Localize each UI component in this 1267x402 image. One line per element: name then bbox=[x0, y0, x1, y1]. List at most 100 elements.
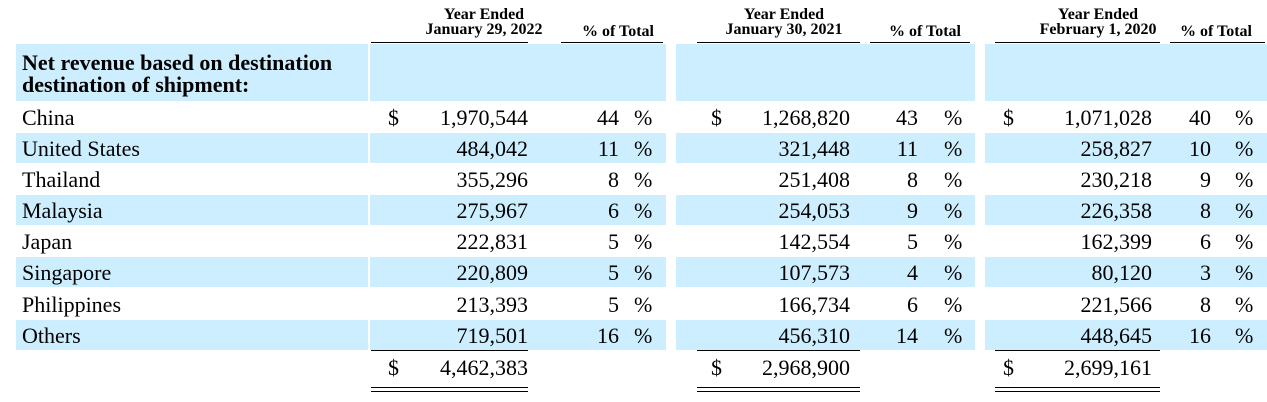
row-country-label: Others bbox=[22, 323, 81, 348]
percent-symbol: % bbox=[944, 167, 963, 192]
revenue-value: 321,448 bbox=[778, 136, 851, 161]
column-header-date: February 1, 2020 bbox=[1039, 21, 1157, 38]
percent-value: 14 bbox=[896, 323, 918, 348]
revenue-value: 221,566 bbox=[1080, 292, 1153, 317]
total-currency-symbol: $ bbox=[711, 355, 722, 380]
percent-symbol: % bbox=[944, 136, 963, 161]
percent-value: 6 bbox=[608, 198, 619, 223]
row-band-col-3 bbox=[985, 133, 1267, 163]
header-underline bbox=[371, 42, 528, 43]
percent-value: 11 bbox=[597, 136, 619, 161]
percent-symbol: % bbox=[1235, 323, 1254, 348]
header-underline bbox=[995, 42, 1160, 43]
column-header-year: Year Ended February 1, 2020 bbox=[1013, 6, 1183, 38]
section-title: Net revenue based on destination destina… bbox=[22, 50, 333, 97]
percent-symbol: % bbox=[634, 105, 653, 130]
title-band-col-2 bbox=[676, 44, 975, 101]
row-band-col-1 bbox=[370, 257, 666, 287]
row-country-label: Malaysia bbox=[22, 198, 103, 223]
percent-value: 11 bbox=[896, 136, 918, 161]
title-band-col-1 bbox=[370, 44, 666, 101]
revenue-value: 222,831 bbox=[456, 229, 529, 254]
row-band-label bbox=[16, 320, 368, 350]
percent-value: 43 bbox=[896, 105, 918, 130]
percent-value: 5 bbox=[907, 229, 918, 254]
column-header-pct: % of Total bbox=[1179, 23, 1252, 40]
total-value: 2,968,900 bbox=[762, 355, 850, 380]
percent-symbol: % bbox=[944, 292, 963, 317]
percent-value: 8 bbox=[1200, 292, 1211, 317]
revenue-value: 719,501 bbox=[456, 323, 529, 348]
percent-symbol: % bbox=[634, 260, 653, 285]
revenue-value: 275,967 bbox=[456, 198, 529, 223]
row-band-col-3 bbox=[985, 257, 1267, 287]
revenue-value: 162,399 bbox=[1080, 229, 1153, 254]
percent-value: 5 bbox=[608, 292, 619, 317]
percent-value: 8 bbox=[907, 167, 918, 192]
total-double-rule-1 bbox=[697, 387, 860, 388]
column-header-line1: Year Ended bbox=[743, 6, 825, 23]
percent-symbol: % bbox=[1235, 260, 1254, 285]
pct-header-underline bbox=[561, 42, 663, 43]
percent-value: 44 bbox=[597, 105, 619, 130]
header-underline bbox=[697, 42, 860, 43]
revenue-value: 1,268,820 bbox=[762, 105, 850, 130]
percent-symbol: % bbox=[634, 167, 653, 192]
total-double-rule-2 bbox=[371, 391, 528, 392]
percent-symbol: % bbox=[1235, 105, 1254, 130]
percent-value: 16 bbox=[1189, 323, 1211, 348]
percent-symbol: % bbox=[1235, 136, 1254, 161]
percent-value: 16 bbox=[597, 323, 619, 348]
total-double-rule-1 bbox=[371, 387, 528, 388]
column-header-line1: Year Ended bbox=[1057, 6, 1139, 23]
total-top-rule bbox=[995, 350, 1160, 351]
title-band-label bbox=[16, 44, 368, 101]
revenue-value: 213,393 bbox=[456, 292, 529, 317]
column-header-date: January 29, 2022 bbox=[425, 21, 543, 38]
percent-symbol: % bbox=[634, 198, 653, 223]
revenue-value: 226,358 bbox=[1080, 198, 1153, 223]
percent-value: 4 bbox=[907, 260, 918, 285]
currency-symbol: $ bbox=[388, 105, 399, 130]
column-header-pct: % of Total bbox=[888, 23, 961, 40]
revenue-value: 1,071,028 bbox=[1064, 105, 1152, 130]
title-band-col-3 bbox=[985, 44, 1267, 101]
total-currency-symbol: $ bbox=[388, 355, 399, 380]
percent-value: 10 bbox=[1189, 136, 1211, 161]
total-top-rule bbox=[697, 350, 860, 351]
percent-value: 9 bbox=[907, 198, 918, 223]
row-band-col-2 bbox=[676, 257, 975, 287]
revenue-value: 258,827 bbox=[1080, 136, 1153, 161]
percent-symbol: % bbox=[944, 323, 963, 348]
percent-value: 8 bbox=[608, 167, 619, 192]
row-country-label: Thailand bbox=[22, 167, 101, 192]
row-band-col-1 bbox=[370, 195, 666, 225]
revenue-value: 107,573 bbox=[778, 260, 851, 285]
percent-symbol: % bbox=[634, 323, 653, 348]
revenue-value: 456,310 bbox=[778, 323, 851, 348]
percent-value: 3 bbox=[1200, 260, 1211, 285]
row-band-col-2 bbox=[676, 320, 975, 350]
column-header-year: Year Ended January 29, 2022 bbox=[399, 7, 569, 38]
revenue-value: 484,042 bbox=[456, 136, 529, 161]
revenue-value: 1,970,544 bbox=[440, 105, 528, 130]
percent-symbol: % bbox=[1235, 292, 1254, 317]
percent-value: 5 bbox=[608, 260, 619, 285]
row-band-col-2 bbox=[676, 133, 975, 163]
revenue-value: 166,734 bbox=[778, 292, 851, 317]
percent-symbol: % bbox=[944, 229, 963, 254]
revenue-value: 142,554 bbox=[778, 229, 851, 254]
column-header-pct: % of Total bbox=[581, 23, 654, 40]
pct-header-underline bbox=[870, 42, 970, 43]
row-band-col-2 bbox=[676, 195, 975, 225]
revenue-value: 220,809 bbox=[456, 260, 529, 285]
percent-value: 5 bbox=[608, 229, 619, 254]
percent-symbol: % bbox=[634, 292, 653, 317]
row-country-label: Singapore bbox=[22, 260, 112, 285]
percent-symbol: % bbox=[634, 229, 653, 254]
total-double-rule-2 bbox=[697, 391, 860, 392]
revenue-value: 251,408 bbox=[778, 167, 851, 192]
total-currency-symbol: $ bbox=[1003, 355, 1014, 380]
row-band-col-3 bbox=[985, 320, 1267, 350]
percent-symbol: % bbox=[944, 198, 963, 223]
